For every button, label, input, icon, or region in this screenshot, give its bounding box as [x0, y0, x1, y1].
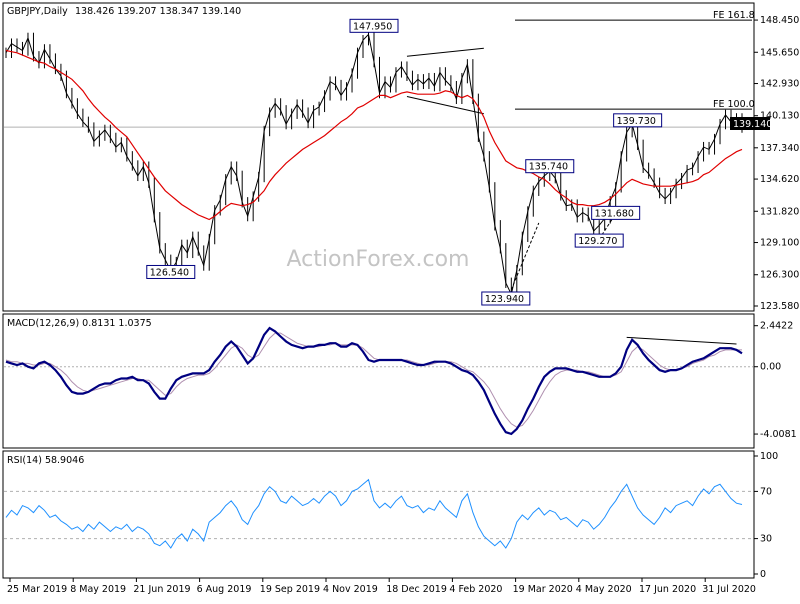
macd-axis-tick-label: -4.0081	[760, 429, 797, 440]
price-line	[5, 33, 743, 296]
price-annotation-label: 126.540	[150, 267, 189, 278]
macd-line	[5, 326, 743, 436]
price-panel	[2, 2, 755, 312]
price-axis-tick-label: 131.820	[760, 206, 799, 217]
price-axis-tick-label: 134.620	[760, 174, 799, 185]
x-tick-label: 31 Jul 2020	[702, 584, 756, 595]
current-price-label: 139.140	[733, 119, 772, 130]
chart-symbol: GBPJPY,Daily	[7, 6, 68, 17]
price-axis-tick-label: 123.580	[760, 301, 799, 312]
x-tick-label: 6 Aug 2019	[197, 584, 252, 595]
price-annotation-box	[349, 18, 399, 33]
x-tick-label: 4 Nov 2019	[323, 584, 378, 595]
price-annotation-label: 131.680	[595, 208, 634, 219]
x-tick-label: 4 Feb 2020	[449, 584, 502, 595]
current-price-tag	[730, 117, 770, 130]
fib-level-label: FE 100.0	[713, 99, 755, 110]
macd-panel	[2, 313, 755, 449]
x-tick-label: 18 Dec 2019	[386, 584, 447, 595]
x-tick-label: 21 Jun 2019	[133, 584, 190, 595]
macd-axis-tick-label: 0.00	[760, 362, 781, 373]
macd-divergence-line	[626, 336, 737, 345]
price-annotation-label: 147.950	[353, 21, 392, 32]
price-axis-tick-label: 142.930	[760, 79, 799, 90]
x-tick-label: 17 Jun 2020	[639, 584, 696, 595]
macd-axis-tick-label: 2.4422	[760, 321, 793, 332]
price-annotation-box	[146, 264, 196, 279]
price-annotation-label: 135.740	[529, 162, 568, 173]
price-annotation-box	[481, 291, 531, 306]
price-axis-tick-label: 145.650	[760, 47, 799, 58]
price-axis-tick-label: 126.300	[760, 270, 799, 281]
rsi-axis-tick-label: 0	[760, 569, 766, 580]
price-axis-tick-label: 140.130	[760, 111, 799, 122]
rsi-title: RSI(14) 58.9046	[7, 455, 84, 466]
x-tick-label: 4 May 2020	[576, 584, 632, 595]
channel-top-line	[406, 47, 484, 57]
price-annotation-box	[613, 113, 663, 128]
rsi-axis-tick-label: 100	[760, 451, 778, 462]
price-annotation-box	[574, 233, 624, 248]
x-tick-label: 19 Mar 2020	[513, 584, 573, 595]
channel-bottom-line	[406, 96, 484, 115]
rsi-line	[5, 478, 743, 549]
x-tick-label: 8 May 2019	[70, 584, 126, 595]
watermark: ActionForex.com	[287, 247, 470, 272]
fib-level-label: FE 161.8	[713, 10, 755, 21]
moving-average-line	[5, 49, 743, 221]
macd-signal-line	[5, 332, 742, 428]
price-axis-tick-label: 148.450	[760, 15, 799, 26]
price-annotation-label: 139.730	[617, 116, 656, 127]
rsi-axis-tick-label: 30	[760, 534, 772, 545]
price-axis-tick-label: 137.340	[760, 143, 799, 154]
rsi-axis-tick-label: 70	[760, 486, 772, 497]
price-annotation-box	[591, 205, 641, 220]
recovery-dashed-line	[510, 222, 540, 290]
x-tick-label: 25 Mar 2019	[7, 584, 67, 595]
price-annotation-label: 129.270	[578, 236, 617, 247]
x-tick-label: 19 Sep 2019	[260, 584, 320, 595]
price-annotation-box	[525, 159, 575, 174]
macd-title: MACD(12,26,9) 0.8131 1.0375	[7, 318, 152, 329]
chart-ohlc: 138.426 139.207 138.347 139.140	[75, 6, 241, 17]
rsi-panel	[2, 450, 755, 579]
price-axis-tick-label: 129.100	[760, 238, 799, 249]
price-annotation-label: 123.940	[485, 294, 524, 305]
